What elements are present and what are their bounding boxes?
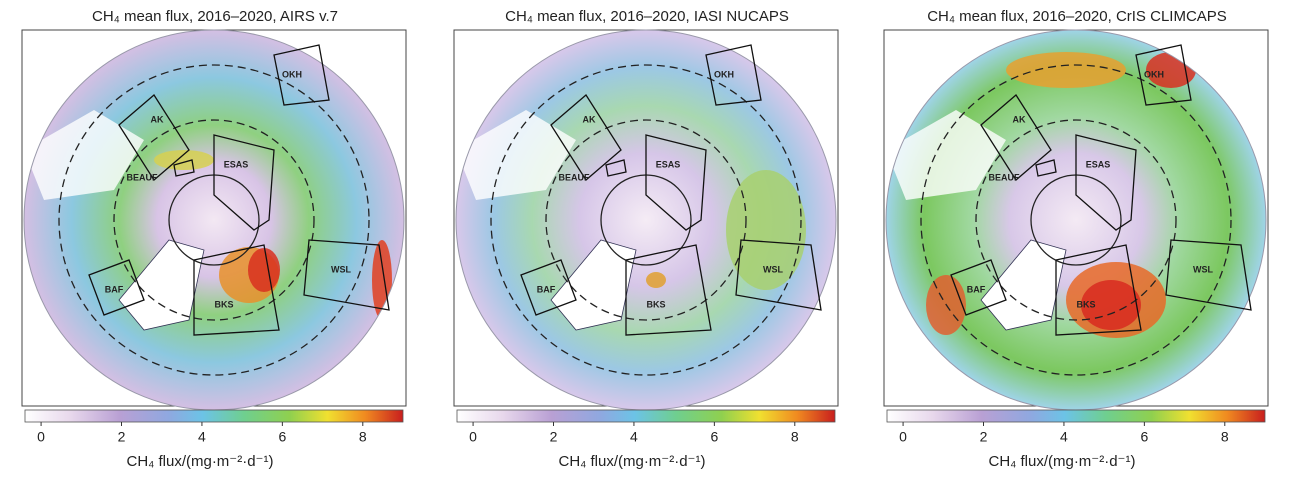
colorbar-tick-label: 6 (278, 429, 286, 445)
colorbar-tick-label: 0 (469, 429, 477, 445)
region-label: WSL (763, 264, 783, 274)
colorbar (25, 410, 403, 422)
panel: CH₄ mean flux, 2016–2020, CrIS CLIMCAPS A… (884, 8, 1268, 470)
colorbar-tick-label: 4 (630, 429, 638, 445)
colorbar-label: CH₄ flux/(mg·m⁻²·d⁻¹) (559, 453, 706, 470)
colorbar-tick-label: 6 (1140, 429, 1148, 445)
map-field (24, 30, 404, 410)
colorbar-tick-label: 6 (710, 429, 718, 445)
colorbar-tick-label: 2 (118, 429, 126, 445)
colorbar-tick-label: 0 (37, 429, 45, 445)
colorbar-label: CH₄ flux/(mg·m⁻²·d⁻¹) (127, 453, 274, 470)
colorbar-tick-label: 8 (791, 429, 799, 445)
colorbar-tick-label: 4 (198, 429, 206, 445)
region-label: BKS (1076, 299, 1095, 309)
map (456, 30, 836, 410)
region-label: AK (583, 114, 596, 124)
panel-title: CH₄ mean flux, 2016–2020, IASI NUCAPS (505, 8, 789, 25)
colorbar-tick-label: 8 (359, 429, 367, 445)
panel-title: CH₄ mean flux, 2016–2020, AIRS v.7 (92, 8, 338, 25)
region-label: ESAS (1086, 159, 1111, 169)
flux-patch (154, 150, 214, 170)
region-label: WSL (331, 264, 351, 274)
panel: CH₄ mean flux, 2016–2020, AIRS v.7 AK BEAU… (22, 8, 406, 470)
colorbar-label: CH₄ flux/(mg·m⁻²·d⁻¹) (989, 453, 1136, 470)
region-label: BEAUF (127, 172, 159, 182)
flux-patch (248, 248, 280, 292)
map (886, 30, 1266, 410)
flux-patch (1006, 52, 1126, 88)
region-label: ESAS (224, 159, 249, 169)
region-label: BAF (537, 284, 556, 294)
figure: CH₄ mean flux, 2016–2020, AIRS v.7 AK BEAU… (0, 0, 1290, 477)
colorbar (887, 410, 1265, 422)
region-label: ESAS (656, 159, 681, 169)
region-label: OKH (282, 69, 302, 79)
region-label: BAF (967, 284, 986, 294)
flux-patch (646, 272, 666, 288)
colorbar-tick-label: 2 (980, 429, 988, 445)
region-label: BEAUF (559, 172, 591, 182)
region-label: BKS (646, 299, 665, 309)
region-label: BEAUF (989, 172, 1021, 182)
region-label: OKH (714, 69, 734, 79)
colorbar-tick-label: 4 (1060, 429, 1068, 445)
panel: CH₄ mean flux, 2016–2020, IASI NUCAPS AK B… (454, 8, 838, 470)
map (24, 30, 404, 410)
region-label: OKH (1144, 69, 1164, 79)
colorbar-tick-label: 2 (550, 429, 558, 445)
colorbar-tick-label: 0 (899, 429, 907, 445)
colorbar-tick-label: 8 (1221, 429, 1229, 445)
region-label: AK (151, 114, 164, 124)
region-label: WSL (1193, 264, 1213, 274)
colorbar (457, 410, 835, 422)
region-label: BAF (105, 284, 124, 294)
panel-title: CH₄ mean flux, 2016–2020, CrIS CLIMCAPS (927, 8, 1227, 25)
region-label: BKS (214, 299, 233, 309)
region-label: AK (1013, 114, 1026, 124)
